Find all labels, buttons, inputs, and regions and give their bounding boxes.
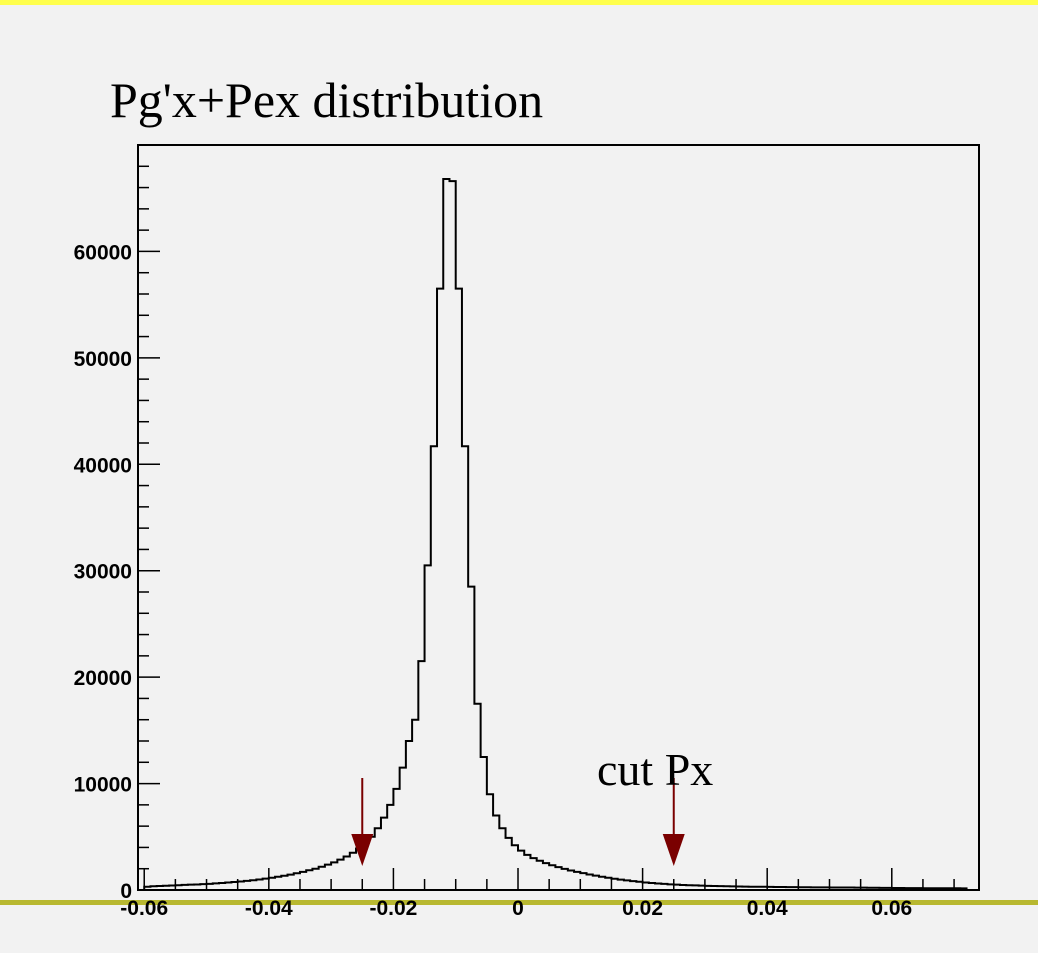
histogram-bin	[275, 877, 281, 890]
histogram-bin	[574, 872, 580, 890]
histogram-bin	[350, 853, 356, 890]
histogram-series	[143, 178, 968, 890]
cut-markers	[351, 778, 685, 866]
x-tick-label: 0.04	[747, 897, 788, 920]
x-tick-label: -0.06	[120, 897, 168, 920]
top-border-stripe	[0, 0, 1038, 5]
cut-arrow-head	[662, 834, 685, 866]
y-tick-label: 30000	[74, 561, 132, 584]
y-tick-label: 60000	[74, 241, 132, 264]
y-tick-label: 0	[120, 880, 132, 903]
x-tick-label: -0.02	[369, 897, 417, 920]
histogram-bin	[562, 869, 568, 890]
histogram-bin	[537, 861, 543, 890]
histogram-bin	[543, 863, 549, 890]
y-tick-label: 20000	[74, 667, 132, 690]
y-tick-label: 10000	[74, 774, 132, 797]
bottom-border-stripe	[0, 900, 1038, 905]
y-tick-label: 40000	[74, 454, 132, 477]
histogram-bin	[294, 873, 300, 890]
histogram-bin	[555, 867, 561, 890]
chart-title: Pg'x+Pex distribution	[110, 72, 543, 128]
histogram-bin	[312, 869, 318, 890]
histogram-bin	[281, 876, 287, 890]
histogram-bin	[412, 720, 418, 890]
histogram-bin	[300, 872, 306, 890]
histogram-bin	[337, 860, 343, 890]
cut-annotation: cut Px	[597, 744, 713, 795]
histogram-bin	[325, 865, 331, 890]
y-tick-label: 50000	[74, 348, 132, 371]
x-tick-label: -0.04	[245, 897, 293, 920]
histogram-bin	[319, 867, 325, 890]
x-tick-label: 0	[512, 897, 524, 920]
x-tick-label: 0.02	[622, 897, 663, 920]
histogram-bin	[530, 858, 536, 890]
histogram-bin	[587, 874, 593, 890]
histogram-outline	[143, 178, 968, 890]
x-tick-label: 0.06	[871, 897, 912, 920]
histogram-bin	[518, 851, 524, 890]
histogram-bin	[288, 875, 294, 890]
histogram-bin	[580, 873, 586, 890]
histogram-bin	[331, 862, 337, 890]
histogram-bin	[344, 856, 350, 890]
cut-arrow-head	[351, 834, 374, 866]
histogram-bin	[568, 871, 574, 890]
histogram-bin	[524, 855, 530, 890]
histogram-bin	[549, 865, 555, 890]
x-axis: -0.06 -0.04 -0.02 0 0.02 0.04 0.06	[120, 868, 955, 920]
y-axis: 0 10000 20000 30000 40000 50000 60000	[74, 144, 160, 903]
histogram-bin	[512, 845, 518, 890]
histogram-bin	[593, 876, 599, 890]
histogram-bin	[306, 870, 312, 890]
plot-frame	[137, 144, 980, 891]
